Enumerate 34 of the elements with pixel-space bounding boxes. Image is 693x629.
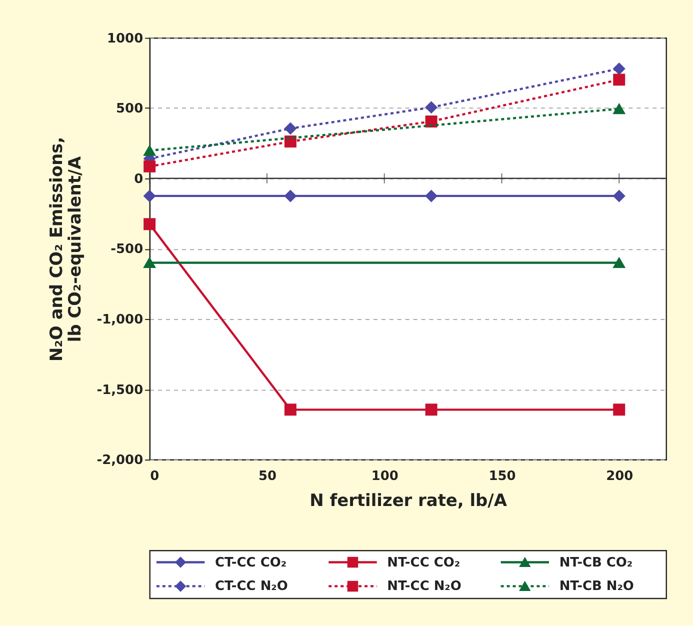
y-tick-label: -1,500 [96, 382, 144, 398]
y-tick-label: 1000 [107, 31, 144, 46]
point [613, 74, 626, 86]
point [144, 160, 156, 172]
legend-label: NT-CB N₂O [559, 579, 634, 594]
y-tick-label: 0 [134, 172, 144, 187]
x-axis-title: N fertilizer rate, lb/A [310, 490, 508, 510]
y-tick-label: -500 [110, 242, 144, 258]
legend-label: NT-CB CO₂ [559, 555, 633, 570]
point [284, 190, 296, 202]
x-tick-label: 50 [258, 469, 276, 484]
point [144, 218, 156, 230]
y-tick-label: 500 [116, 102, 144, 117]
legend-label: NT-CC CO₂ [387, 555, 460, 570]
point [613, 190, 626, 202]
y-tick-label: -2,000 [96, 453, 144, 468]
point [425, 115, 438, 128]
point [425, 404, 438, 416]
point [613, 62, 626, 75]
point [425, 190, 438, 202]
x-tick-label: 0 [150, 469, 160, 484]
point [284, 404, 296, 416]
legend-label: NT-CC N₂O [387, 579, 462, 594]
point [425, 101, 438, 114]
x-tick-label: 150 [488, 469, 516, 484]
point [284, 122, 296, 134]
x-tick-label: 200 [606, 469, 634, 484]
point [144, 190, 156, 202]
y-tick-label: -1,000 [96, 312, 144, 328]
y-axis-title: N₂O and CO₂ Emissions, lb CO₂-equivalent/A [46, 136, 85, 362]
legend-label: CT-CC CO₂ [214, 555, 287, 570]
legend-label: CT-CC N₂O [214, 579, 288, 594]
point [613, 404, 626, 416]
x-tick-label: 100 [371, 469, 398, 484]
